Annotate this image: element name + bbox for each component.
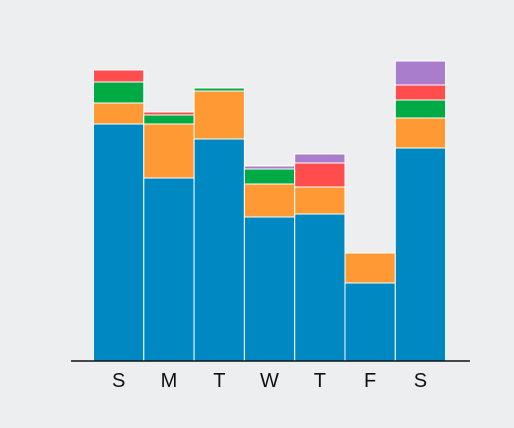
bar-segment-5-series-1 [294,213,346,362]
bar-segment-2-series-2 [143,123,195,179]
bar-segment-7-series-4 [394,84,447,101]
bar-segment-2-series-1 [143,177,195,362]
x-tick-label-4: W [260,370,279,392]
bar-segment-6-series-1 [344,282,396,362]
bar-segment-5-series-2 [294,186,346,215]
bar-segment-1-series-2 [93,102,145,125]
bars-group [93,60,447,362]
bar-segment-7-series-3 [394,99,447,119]
bar-segment-7-series-1 [394,147,447,362]
bar-segment-3-series-1 [193,138,245,362]
x-tick-label-6: F [364,370,376,392]
bar-segment-7-series-5 [394,60,447,86]
bar-segment-5-series-4 [294,162,346,188]
bar-segment-5-series-5 [294,153,346,164]
bar-segment-1-series-1 [93,123,145,362]
x-tick-label-2: M [161,370,178,392]
bar-segment-2-series-4 [143,111,195,116]
bar-segment-1-series-3 [93,81,145,104]
bar-segment-2-series-3 [143,114,195,125]
bar-segment-3-series-3 [193,87,245,92]
bar-segment-3-series-2 [193,90,245,140]
x-tick-label-3: T [213,370,225,392]
bar-segment-6-series-2 [344,252,396,284]
x-tick-label-1: S [112,370,125,392]
bar-segment-4-series-1 [243,216,296,362]
bar-segment-4-series-3 [243,168,296,185]
x-tick-label-5: T [314,370,326,392]
bar-segment-1-series-4 [93,69,145,83]
bar-segment-7-series-2 [394,117,447,149]
bar-segment-4-series-2 [243,183,296,218]
bar-segment-4-series-5 [243,165,296,170]
x-tick-label-7: S [414,370,427,392]
